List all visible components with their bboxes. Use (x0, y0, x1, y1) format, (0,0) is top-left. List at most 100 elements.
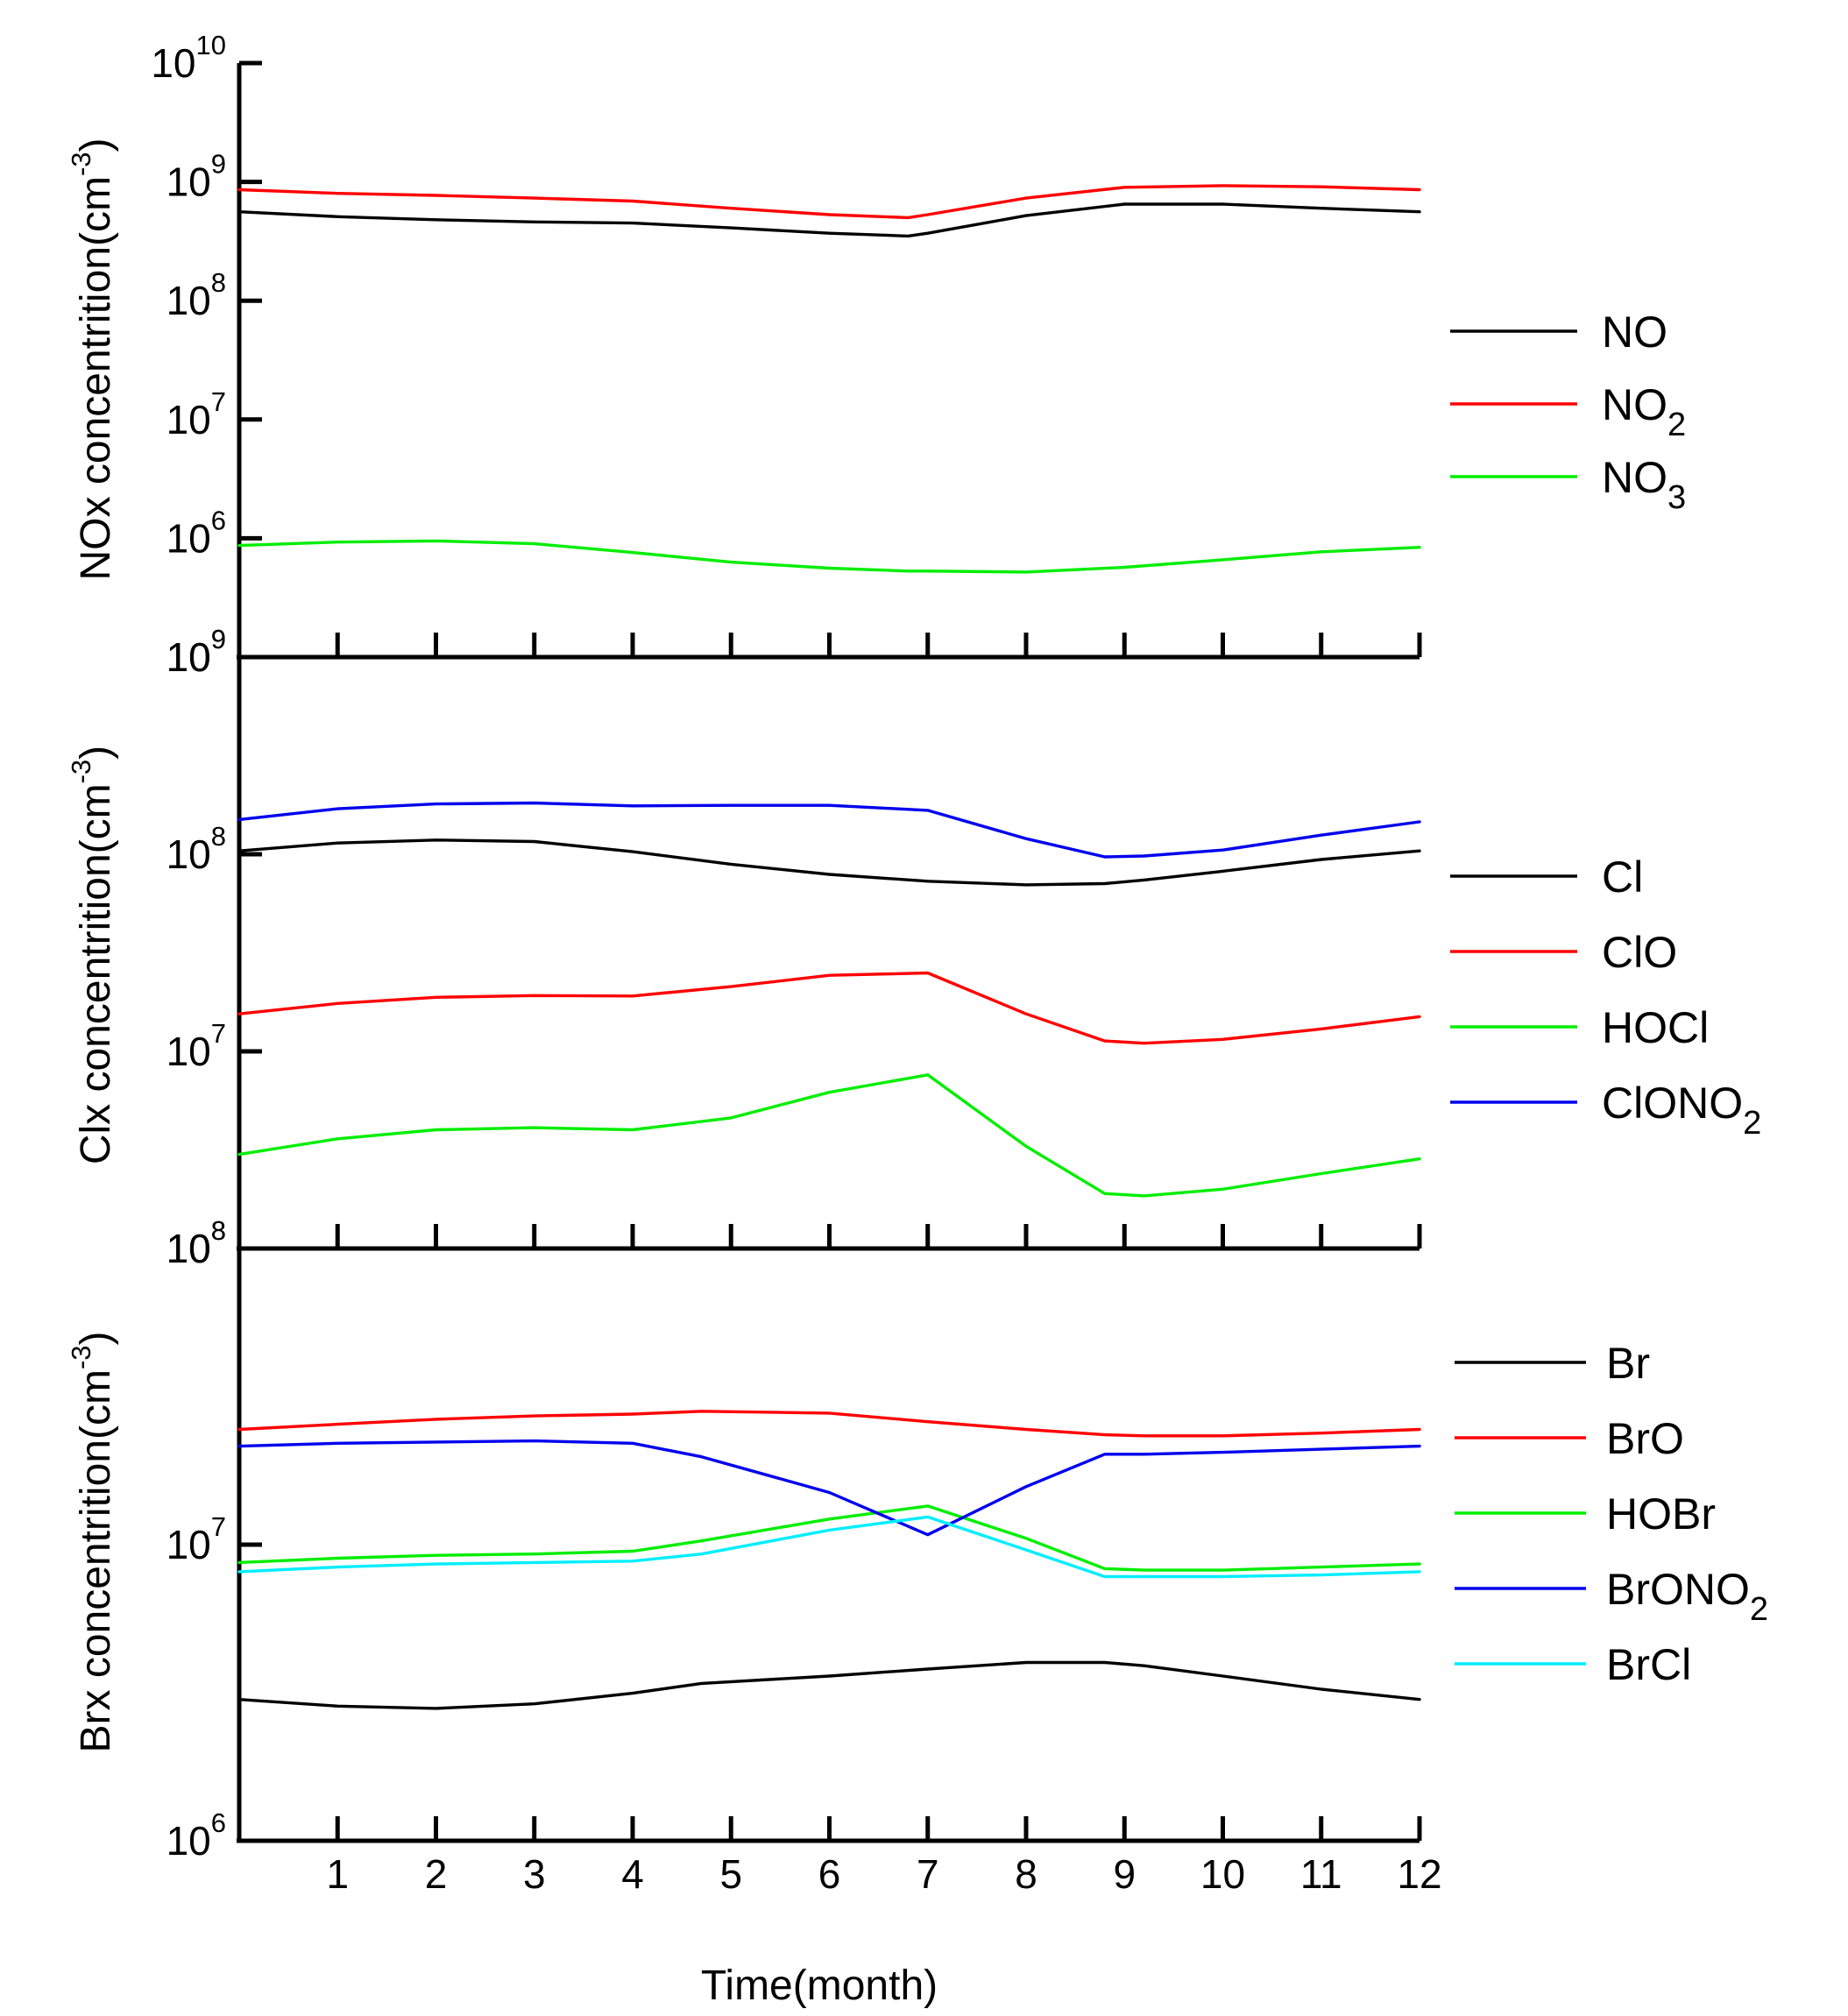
y-tick-label: 107 (166, 1511, 226, 1567)
series-line-hocl (237, 1073, 1421, 1198)
legend-label-subscript: 3 (1667, 479, 1686, 516)
y-tick-label: 108 (166, 1215, 226, 1271)
y-tick-label-base: 10 (166, 634, 211, 680)
y-tick-label: 106 (166, 505, 226, 561)
y-tick-label-base: 10 (151, 40, 195, 86)
x-axis-title: Time(month) (701, 1963, 938, 2009)
legend-label: HOCl (1602, 1003, 1709, 1052)
y-tick-label: 109 (166, 149, 226, 205)
y-tick-label: 1010 (151, 30, 226, 86)
x-tick-label: 12 (1397, 1851, 1441, 1897)
y-axis-title-text: Clx concentrition(cm (73, 783, 119, 1164)
y-axis-title: Clx concentrition(cm-3) (66, 746, 119, 1164)
y-axis-title-exponent: -3 (66, 760, 96, 784)
y-axis-title-exponent: -3 (66, 1345, 96, 1369)
legend-label-text: NO (1602, 308, 1667, 357)
y-axis-title-close: ) (73, 138, 119, 152)
legend-label: ClONO2 (1602, 1079, 1761, 1142)
x-tick-label: 7 (917, 1851, 939, 1897)
y-tick-label-base: 10 (166, 634, 211, 680)
y-axis-title: Brx concentrition(cm-3) (66, 1331, 119, 1752)
x-tick-label: 8 (1015, 1851, 1037, 1897)
y-tick-label-exponent: 9 (211, 624, 226, 654)
y-tick-label-exponent: 7 (211, 386, 226, 417)
legend-label: NO2 (1602, 380, 1686, 443)
y-axis-title-text: NOx concentrition(cm (73, 176, 119, 580)
y-tick-label-base: 10 (166, 278, 211, 323)
x-tick-label: 4 (621, 1851, 644, 1897)
y-tick-label-base: 10 (166, 831, 211, 877)
y-tick-label-exponent: 6 (211, 505, 226, 535)
legend-label-text: Br (1606, 1339, 1650, 1388)
series-line-no (237, 202, 1421, 238)
y-tick-label-base: 10 (166, 1522, 211, 1567)
x-tick-label: 2 (425, 1851, 448, 1897)
y-tick-label-exponent: 8 (211, 267, 226, 298)
legend-label-text: BrCl (1606, 1640, 1691, 1689)
x-tick-label: 6 (818, 1851, 841, 1897)
y-tick-label: 108 (166, 821, 226, 877)
y-axis-title-close: ) (73, 1331, 119, 1345)
y-tick-label-exponent: 9 (211, 149, 226, 180)
y-tick-label: 108 (166, 1215, 226, 1271)
y-tick-label-exponent: 8 (211, 821, 226, 852)
legend-label-text: HOBr (1606, 1489, 1716, 1539)
y-axis-title: NOx concentrition(cm-3) (66, 138, 119, 580)
legend-label: Br (1606, 1339, 1650, 1388)
legend-label: HOBr (1606, 1489, 1716, 1539)
x-tick-label: 1 (326, 1851, 349, 1897)
y-tick-label-exponent: 10 (196, 30, 226, 60)
y-tick-label: 109 (166, 624, 226, 680)
series-line-br (237, 1660, 1421, 1710)
legend-label-text: BrONO (1606, 1565, 1750, 1614)
y-tick-label-base: 10 (166, 515, 211, 561)
legend-label: NO (1602, 308, 1667, 357)
legend-label: BrO (1606, 1414, 1684, 1463)
y-tick-label-base: 10 (166, 1226, 211, 1271)
y-tick-label: 107 (166, 386, 226, 442)
x-tick-label: 9 (1113, 1851, 1136, 1897)
y-tick-label: 106 (166, 1807, 226, 1864)
legend-label: BrONO2 (1606, 1565, 1768, 1628)
series-line-bro (237, 1410, 1421, 1438)
series-line-clono2 (237, 801, 1421, 859)
legend-label: Cl (1602, 852, 1643, 902)
y-tick-label-exponent: 8 (211, 1215, 226, 1246)
legend-label-text: BrO (1606, 1414, 1684, 1463)
series-line-cl (237, 838, 1421, 887)
legend-label-text: NO (1602, 380, 1667, 429)
y-tick-label-base: 10 (166, 1029, 211, 1074)
y-axis-title-exponent: -3 (66, 152, 96, 176)
x-axis-tick-labels: 1 2 3 4 5 6 7 8 9 10 11 12 (326, 1851, 1441, 1897)
y-tick-label-base: 10 (166, 1226, 211, 1271)
y-axis-title-text: Brx concentrition(cm (73, 1369, 119, 1752)
legend-label-text: NO (1602, 453, 1667, 502)
y-tick-label-exponent: 9 (211, 624, 226, 654)
y-axis-title-close: ) (73, 746, 119, 760)
y-tick-label: 107 (166, 1018, 226, 1074)
legend-label: NO3 (1602, 453, 1686, 516)
legend-label-text: ClO (1602, 928, 1677, 977)
series-line-hobr (237, 1504, 1421, 1572)
series-line-brcl (237, 1515, 1421, 1579)
y-tick-label-base: 10 (166, 397, 211, 442)
series-line-clo (237, 971, 1421, 1045)
y-tick-label-base: 10 (166, 1818, 211, 1864)
x-tick-label: 5 (719, 1851, 742, 1897)
legend-label-text: Cl (1602, 852, 1643, 902)
legend-label-subscript: 2 (1667, 407, 1686, 443)
y-tick-label-exponent: 8 (211, 1215, 226, 1246)
x-tick-label: 3 (523, 1851, 546, 1897)
series-line-no2 (237, 184, 1421, 220)
x-tick-label: 11 (1300, 1851, 1342, 1897)
series-line-brono2 (237, 1439, 1421, 1537)
y-tick-label: 108 (166, 267, 226, 323)
y-tick-label: 109 (166, 624, 226, 680)
series-line-no3 (237, 539, 1421, 574)
legend-label-subscript: 2 (1743, 1105, 1761, 1142)
y-tick-label-exponent: 7 (211, 1511, 226, 1542)
legend-label: ClO (1602, 928, 1677, 977)
